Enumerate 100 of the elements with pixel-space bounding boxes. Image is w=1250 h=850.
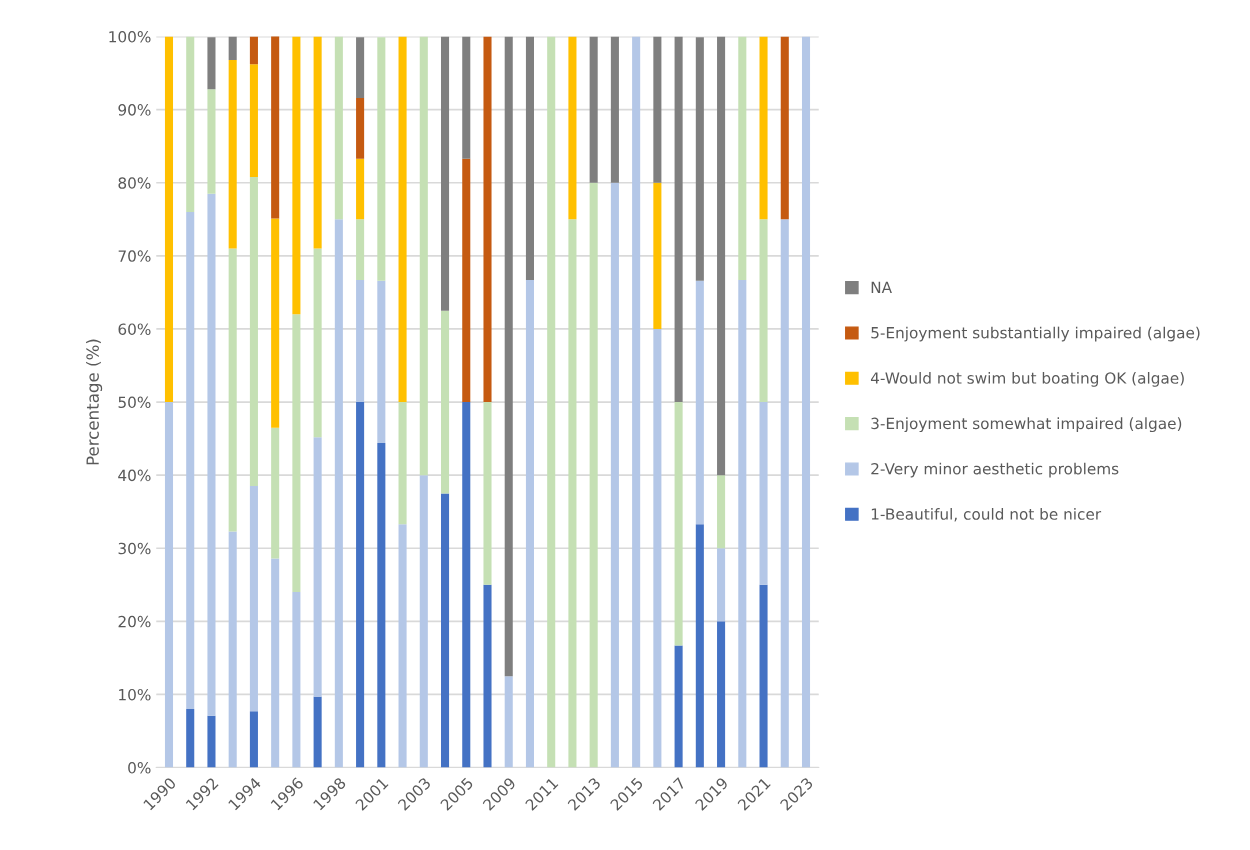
bar [228, 59, 237, 249]
legend-label: 1-Beautiful, could not be nicer [871, 508, 1102, 522]
y-tick-label: 20% [118, 615, 151, 628]
bar [249, 711, 258, 768]
bar [334, 219, 343, 768]
bar [483, 584, 492, 768]
y-tick-label: 0% [128, 762, 151, 774]
bar [207, 37, 216, 90]
bar [462, 36, 471, 159]
bar [356, 37, 365, 98]
bar [441, 310, 450, 494]
bar [313, 696, 322, 768]
bar [738, 279, 747, 768]
bar [717, 548, 726, 622]
bar [695, 524, 704, 768]
bar [249, 64, 258, 177]
bar [292, 36, 301, 315]
bar [717, 36, 726, 476]
bar [292, 592, 301, 768]
y-tick-label: 70% [118, 250, 151, 262]
bar [589, 182, 598, 768]
bar [801, 36, 811, 768]
bar [313, 437, 322, 697]
bar [568, 36, 577, 220]
bar [334, 36, 343, 220]
bar [398, 36, 407, 403]
bar [462, 158, 471, 403]
bar [249, 36, 258, 65]
legend-label: 2-Very minor aesthetic problems [871, 462, 1119, 478]
bar [271, 36, 280, 219]
bar [462, 402, 471, 768]
bar [695, 280, 704, 525]
bar [271, 427, 280, 559]
bar [186, 709, 195, 768]
bar [377, 280, 386, 443]
bar [759, 36, 768, 220]
bar [483, 36, 492, 403]
bar [525, 36, 534, 280]
bar [759, 402, 768, 585]
bar [398, 524, 407, 768]
bar [164, 402, 174, 768]
legend-label: 3-Enjoyment somewhat impaired (algae) [871, 417, 1182, 433]
bar [356, 158, 365, 220]
bar [186, 36, 195, 212]
bar [674, 645, 683, 768]
legend-label: 5-Enjoyment substantially impaired (algae) [871, 326, 1200, 342]
bar [653, 36, 662, 183]
bar [547, 36, 556, 768]
y-tick-label: 30% [118, 542, 151, 555]
bar [228, 36, 237, 60]
bar [419, 36, 428, 476]
y-tick-label: 80% [118, 177, 151, 189]
bar [207, 193, 216, 716]
bar [589, 36, 598, 183]
y-tick-label: 90% [118, 104, 151, 116]
bar [356, 97, 365, 159]
bar [717, 475, 726, 549]
bar [780, 36, 789, 220]
y-tick-label: 100% [109, 31, 151, 43]
legend-label: 4-Would not swim but boating OK (algae) [870, 371, 1184, 387]
bar [441, 36, 450, 311]
bar [441, 493, 450, 768]
bar [695, 37, 704, 281]
bar [653, 328, 662, 768]
bar [610, 182, 619, 768]
bar [228, 531, 237, 768]
y-tick-label: 10% [119, 688, 151, 701]
bar [313, 36, 322, 249]
bar [568, 219, 577, 768]
bar [207, 89, 216, 194]
bar [356, 279, 365, 403]
bar [780, 219, 789, 768]
y-tick-label: 60% [118, 323, 151, 335]
bar [632, 36, 641, 768]
y-tick-label: 40% [118, 469, 151, 482]
bar [207, 715, 216, 768]
bar [249, 176, 258, 487]
bar [738, 36, 747, 280]
legend-label: NA [871, 281, 892, 293]
bar [377, 37, 386, 281]
y-tick-label: 50% [118, 396, 151, 409]
bar [356, 219, 365, 280]
bar [504, 676, 513, 768]
bar [717, 621, 726, 768]
bar [504, 36, 513, 677]
bar [653, 182, 662, 329]
bar [483, 402, 492, 585]
bar [759, 584, 768, 768]
y-axis-title: Percentage (%) [86, 339, 103, 465]
bar [292, 314, 301, 593]
bar [271, 558, 280, 768]
bar [356, 402, 365, 768]
bar [525, 279, 534, 768]
bar [674, 36, 683, 403]
bar [249, 486, 258, 712]
bar [610, 36, 619, 183]
bar [313, 248, 322, 438]
bar [377, 442, 386, 768]
bar [186, 211, 195, 710]
bar [759, 219, 768, 403]
